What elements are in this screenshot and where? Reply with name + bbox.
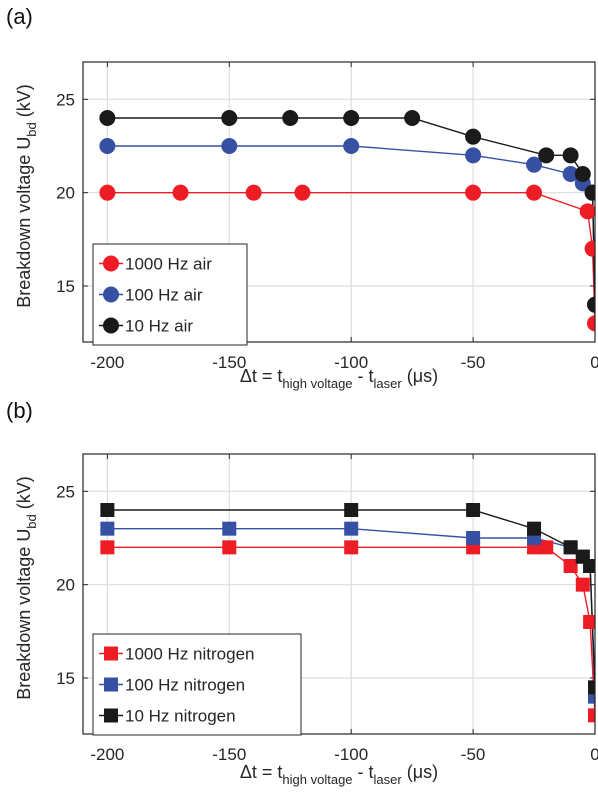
chart-b: -200 -150 -100 -50 0 15 20 25 Δt = thigh voltage… — [14, 453, 598, 787]
chart-a-series-group — [99, 110, 595, 332]
chart-a-series-2-point-1 — [221, 110, 238, 126]
chart-a-series-0-point-6 — [579, 203, 595, 220]
chart-b-series-0-point-5 — [539, 540, 554, 555]
chart-b-legend-label-2: 10 Hz nitrogen — [125, 707, 236, 726]
chart-a-ylabel: Breakdown voltage Ubd (kV) — [14, 84, 39, 308]
chart-b-series-0-point-0 — [100, 540, 115, 555]
chart-b-ytick-label-1: 20 — [56, 576, 75, 595]
chart-a-series-1-point-5 — [562, 166, 579, 182]
chart-b-xtick-label-3: -50 — [461, 745, 486, 764]
chart-b-legend-label-1: 100 Hz nitrogen — [125, 676, 245, 695]
chart-b-xlabel: Δt = thigh voltage - tlaser (μs) — [240, 762, 438, 787]
chart-b-series-0-point-2 — [344, 540, 359, 555]
chart-b-xtick-label-1: -150 — [212, 745, 246, 764]
chart-b-series-2-point-6 — [583, 559, 595, 573]
chart-a-legend-marker-0 — [103, 255, 119, 272]
chart-b-xtick-label-0: -200 — [90, 745, 124, 764]
chart-a-series-1-point-3 — [465, 147, 482, 164]
chart-a-ytick-label-2: 25 — [56, 90, 75, 109]
chart-a-series-0-point-8 — [587, 315, 595, 332]
chart-a-xtick-label-2: -100 — [334, 353, 368, 372]
chart-a-series-1-point-0 — [99, 138, 116, 154]
chart-a-series-1-point-4 — [526, 156, 543, 173]
chart-a-series-2-point-5 — [465, 128, 482, 145]
chart-a-ytick-label-1: 20 — [56, 184, 75, 203]
chart-b-series-2-point-0 — [100, 503, 115, 517]
chart-b-xtick-label-2: -100 — [334, 745, 368, 764]
chart-a-series-0-point-2 — [245, 184, 262, 201]
chart-b-series-1-point-0 — [100, 521, 115, 536]
chart-a-series-2-point-8 — [574, 166, 591, 182]
chart-a-series-2-point-0 — [99, 110, 116, 126]
chart-a-series-2-point-6 — [538, 147, 555, 164]
chart-b-series-0-point-6 — [563, 559, 578, 573]
chart-a-series-2-point-4 — [404, 110, 421, 126]
chart-b-ylabel: Breakdown voltage Ubd (kV) — [14, 476, 39, 700]
chart-a-xtick-label-3: -50 — [461, 353, 486, 372]
chart-a-xlabel: Δt = thigh voltage - tlaser (μs) — [240, 366, 438, 391]
chart-a-legend-label-2: 10 Hz air — [125, 317, 193, 336]
chart-a-frame — [82, 61, 596, 343]
chart-b-ytick-label-0: 15 — [56, 669, 75, 688]
chart-a-legend-label-0: 1000 Hz air — [125, 255, 212, 274]
chart-b-series-2-point-4 — [563, 540, 578, 555]
chart-a-series-0-point-5 — [526, 184, 543, 201]
chart-a: -200 -150 -100 -50 0 15 20 25 Δt = thigh voltage… — [14, 61, 598, 391]
chart-b-series-0-point-9 — [588, 708, 595, 723]
chart-a-series-0-point-1 — [172, 184, 189, 201]
chart-a-series-0-point-4 — [465, 184, 482, 201]
chart-a-series-2-point-2 — [282, 110, 299, 126]
chart-a-xtick-label-0: -200 — [90, 353, 124, 372]
chart-b-legend-label-0: 1000 Hz nitrogen — [125, 645, 254, 664]
chart-a-ytick-label-0: 15 — [56, 277, 75, 296]
chart-b-series-2-point-3 — [527, 521, 542, 536]
panel-label-a: (a) — [6, 4, 33, 29]
chart-a-legend-marker-2 — [103, 317, 119, 334]
chart-b-legend: 1000 Hz nitrogen 100 Hz nitrogen 10 Hz nit… — [92, 633, 302, 736]
chart-a-series-1-point-1 — [221, 138, 238, 154]
chart-b-series-2-point-2 — [466, 503, 481, 517]
chart-b-series-group — [100, 503, 595, 723]
chart-b-legend-box — [92, 633, 302, 736]
chart-b-legend-marker-2 — [104, 708, 118, 723]
chart-a-legend-label-1: 100 Hz air — [125, 286, 203, 305]
chart-b-series-2-point-7 — [588, 680, 595, 695]
chart-b-legend-marker-1 — [104, 677, 118, 692]
chart-b-ytick-label-2: 25 — [56, 482, 75, 501]
chart-a-series-2-point-9 — [584, 184, 595, 201]
chart-b-series-1-point-3 — [466, 531, 481, 545]
chart-a-series-0-point-3 — [294, 184, 311, 201]
chart-a-series-0-point-7 — [584, 240, 595, 257]
chart-b-series-0-point-7 — [575, 577, 590, 592]
chart-b-series-1-point-2 — [344, 521, 359, 536]
chart-b-series-1-point-1 — [222, 521, 237, 536]
chart-a-series-1-point-2 — [343, 138, 360, 154]
chart-a-xtick-label-1: -150 — [212, 353, 246, 372]
chart-b-series-0-point-8 — [583, 615, 595, 629]
chart-a-legend-marker-1 — [103, 286, 119, 303]
chart-b-legend-marker-0 — [104, 646, 118, 661]
panel-label-b: (b) — [6, 398, 33, 423]
chart-a-series-2-point-7 — [562, 147, 579, 164]
chart-b-xtick-label-4: 0 — [590, 745, 598, 764]
chart-a-xtick-label-4: 0 — [590, 353, 598, 372]
chart-b-series-2-point-1 — [344, 503, 359, 517]
chart-a-series-2-point-3 — [343, 110, 360, 126]
chart-a-legend: 1000 Hz air 100 Hz air 10 Hz air — [92, 243, 248, 346]
chart-b-frame — [82, 453, 596, 735]
chart-b-series-0-point-1 — [222, 540, 237, 555]
chart-a-series-2-point-10 — [587, 296, 595, 313]
chart-b-series-1-point-8 — [588, 689, 595, 704]
chart-a-series-0-point-0 — [99, 184, 116, 201]
